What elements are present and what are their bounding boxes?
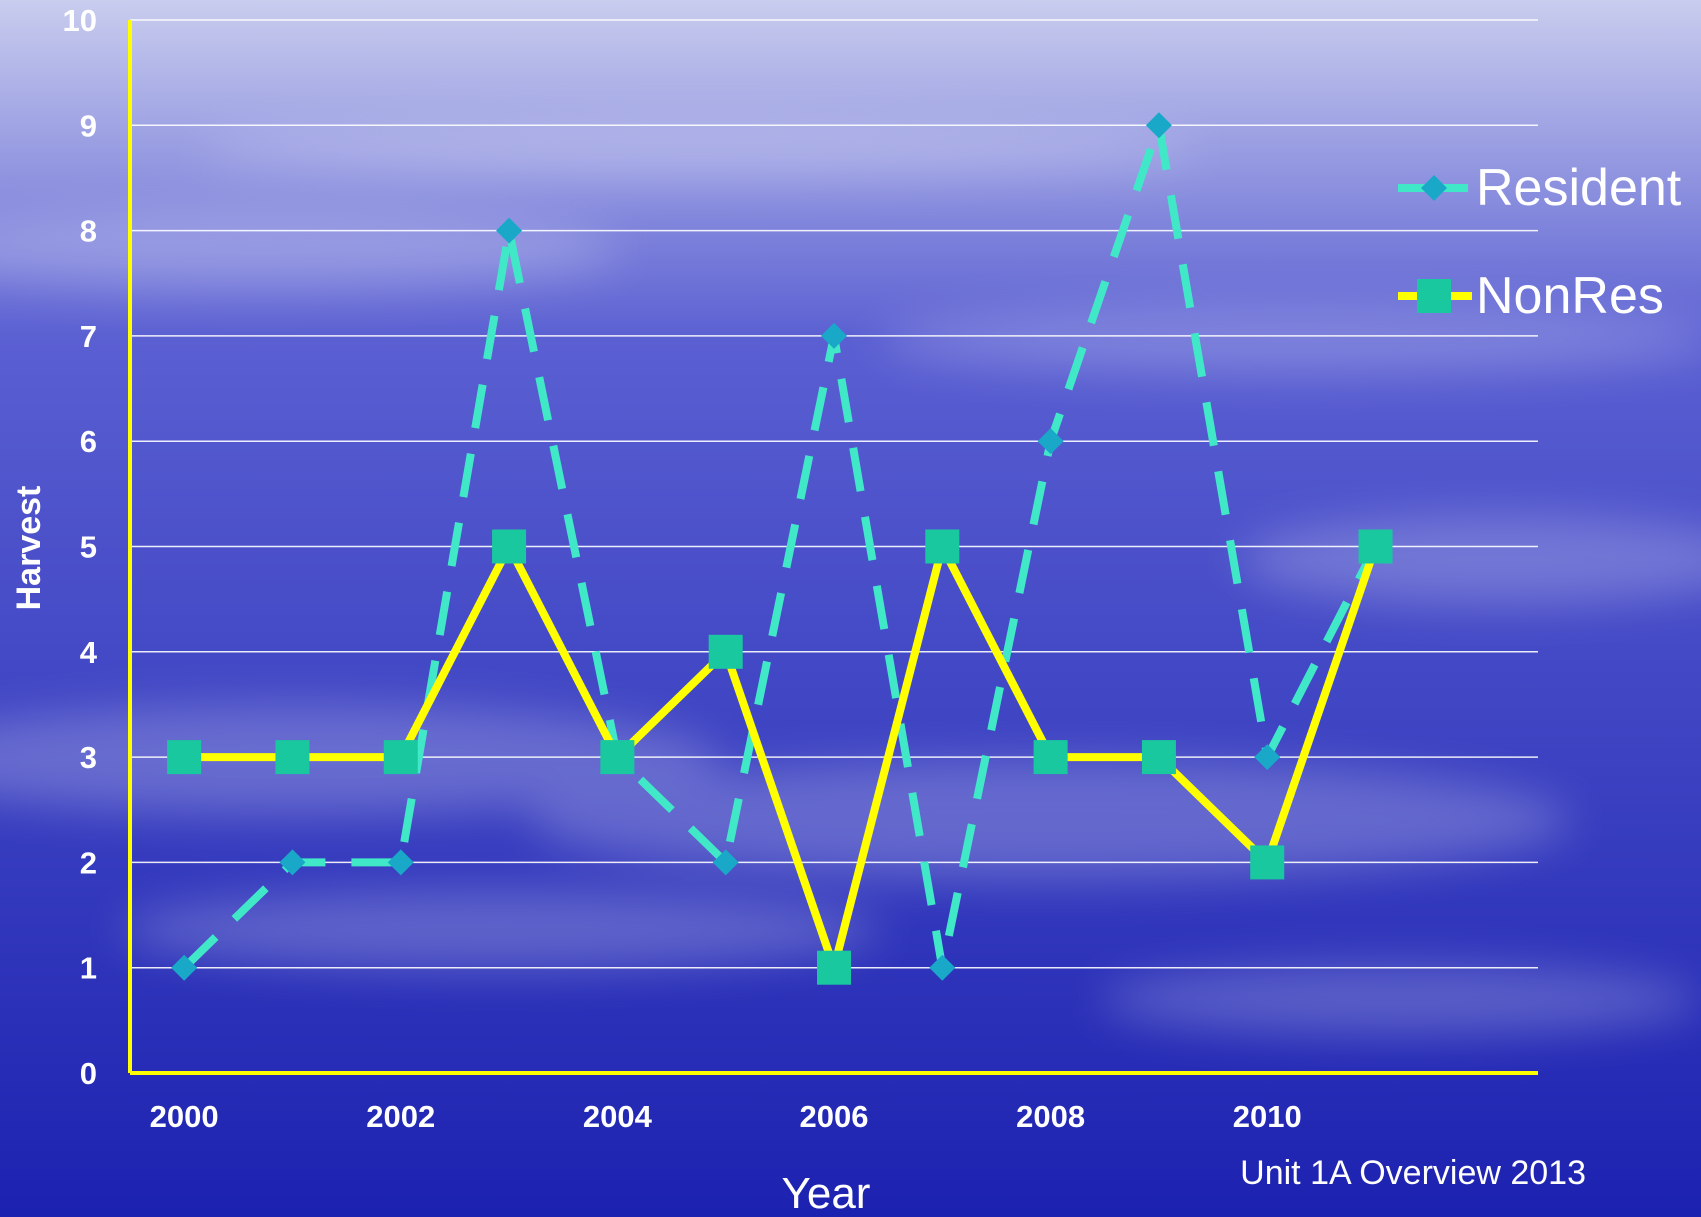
resident-point xyxy=(1037,428,1064,455)
nonres-point xyxy=(275,740,310,775)
y-tick-label: 1 xyxy=(80,951,97,986)
y-tick-label: 3 xyxy=(80,740,97,775)
y-tick-label: 5 xyxy=(80,530,97,565)
nonres-point xyxy=(1141,740,1176,775)
nonres-line xyxy=(184,535,1380,982)
x-tick-labels: 2000 2002 2004 2006 2008 2010 xyxy=(150,1099,1302,1134)
y-tick-label: 2 xyxy=(80,845,97,880)
y-tick-labels: 0 1 2 3 4 5 6 7 8 9 10 xyxy=(63,3,98,1091)
nonres-point xyxy=(925,529,960,564)
nonres-point xyxy=(1033,740,1068,775)
resident-point xyxy=(1145,112,1172,139)
resident-point xyxy=(712,849,739,876)
x-tick-label: 2000 xyxy=(150,1099,219,1134)
y-tick-label: 9 xyxy=(80,108,97,143)
resident-point xyxy=(387,849,414,876)
x-tick-label: 2002 xyxy=(366,1099,435,1134)
nonres-point xyxy=(383,740,418,775)
nonres-point xyxy=(1358,529,1393,564)
legend: Resident NonRes xyxy=(1398,159,1682,325)
legend-resident-label: Resident xyxy=(1476,159,1682,217)
resident-point xyxy=(929,954,956,981)
resident-line xyxy=(181,121,1380,972)
nonres-point xyxy=(1250,845,1285,880)
axes xyxy=(128,20,1538,1075)
y-tick-label: 6 xyxy=(80,424,97,459)
cloud-wisps xyxy=(0,122,1701,1035)
x-axis-title: Year xyxy=(782,1169,871,1217)
resident-point xyxy=(821,322,847,349)
nonres-point xyxy=(817,950,851,985)
nonres-point xyxy=(708,634,743,669)
x-tick-label: 2004 xyxy=(583,1099,653,1134)
y-tick-label: 7 xyxy=(80,319,97,354)
x-tick-label: 2006 xyxy=(800,1099,869,1134)
x-tick-label: 2010 xyxy=(1233,1099,1302,1134)
nonres-point xyxy=(167,740,202,775)
y-tick-label: 4 xyxy=(80,635,98,670)
y-tick-label: 0 xyxy=(80,1056,97,1091)
resident-point xyxy=(496,217,523,244)
data-series xyxy=(167,112,1393,985)
nonres-point xyxy=(492,529,527,564)
footer-credit: Unit 1A Overview 2013 xyxy=(1240,1154,1586,1192)
legend-nonres-swatch-marker xyxy=(1417,279,1451,313)
y-axis-title: Harvest xyxy=(10,486,48,611)
y-tick-label: 8 xyxy=(80,214,97,249)
x-tick-label: 2008 xyxy=(1016,1099,1085,1134)
y-tick-label: 10 xyxy=(63,3,97,38)
legend-resident-swatch-marker xyxy=(1421,175,1447,201)
legend-nonres-label: NonRes xyxy=(1476,267,1664,325)
resident-point xyxy=(1254,744,1281,771)
resident-point xyxy=(171,954,198,981)
resident-point xyxy=(279,849,306,876)
nonres-point xyxy=(600,740,635,775)
